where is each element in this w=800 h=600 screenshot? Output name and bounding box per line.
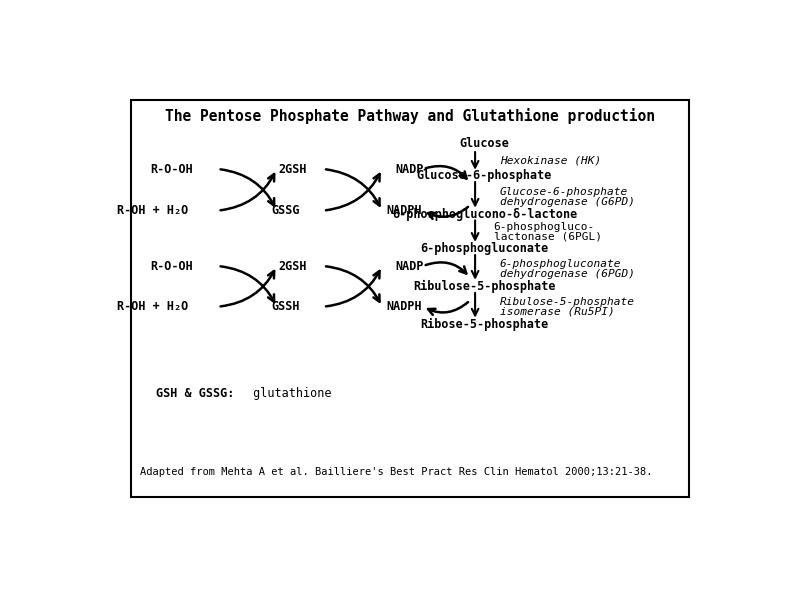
Text: isomerase (Ru5PI): isomerase (Ru5PI) xyxy=(500,307,614,317)
Text: 2GSH: 2GSH xyxy=(278,163,306,176)
Text: R-O-OH: R-O-OH xyxy=(150,163,193,176)
Text: Glucose: Glucose xyxy=(459,137,510,150)
Text: Glucose-6-phosphate: Glucose-6-phosphate xyxy=(500,187,628,197)
Text: glutathione: glutathione xyxy=(246,386,331,400)
Text: GSH & GSSG:: GSH & GSSG: xyxy=(156,386,234,400)
Text: lactonase (6PGL): lactonase (6PGL) xyxy=(494,232,602,241)
Text: NADPH: NADPH xyxy=(386,204,422,217)
Text: NADP: NADP xyxy=(396,163,424,176)
Text: dehydrogenase (G6PD): dehydrogenase (G6PD) xyxy=(500,197,635,207)
Text: Ribose-5-phosphate: Ribose-5-phosphate xyxy=(420,318,549,331)
Text: R-OH + H₂O: R-OH + H₂O xyxy=(117,204,188,217)
Text: Ribulose-5-phosphate: Ribulose-5-phosphate xyxy=(413,280,556,293)
Text: 2GSH: 2GSH xyxy=(278,260,306,272)
Text: 6-phosphogluco-: 6-phosphogluco- xyxy=(494,222,595,232)
Text: Hexokinase (HK): Hexokinase (HK) xyxy=(500,156,601,166)
Text: NADPH: NADPH xyxy=(386,300,422,313)
Text: NADP: NADP xyxy=(396,260,424,272)
Text: 6-phosphogluconate: 6-phosphogluconate xyxy=(500,259,622,269)
Text: R-O-OH: R-O-OH xyxy=(150,260,193,272)
Text: Adapted from Mehta A et al. Bailliere's Best Pract Res Clin Hematol 2000;13:21-3: Adapted from Mehta A et al. Bailliere's … xyxy=(140,467,653,476)
Text: dehydrogenase (6PGD): dehydrogenase (6PGD) xyxy=(500,269,635,279)
FancyBboxPatch shape xyxy=(131,100,689,497)
Text: 6-phosphogluconate: 6-phosphogluconate xyxy=(420,242,549,255)
Text: Ribulose-5-phosphate: Ribulose-5-phosphate xyxy=(500,297,635,307)
Text: Glucose-6-phosphate: Glucose-6-phosphate xyxy=(417,169,552,182)
Text: R-OH + H₂O: R-OH + H₂O xyxy=(117,300,188,313)
Text: GSSH: GSSH xyxy=(272,300,300,313)
Text: The Pentose Phosphate Pathway and Glutathione production: The Pentose Phosphate Pathway and Glutat… xyxy=(165,108,655,124)
Text: GSSG: GSSG xyxy=(272,204,300,217)
Text: 6-phosphoglucono-δ-lactone: 6-phosphoglucono-δ-lactone xyxy=(392,208,577,221)
